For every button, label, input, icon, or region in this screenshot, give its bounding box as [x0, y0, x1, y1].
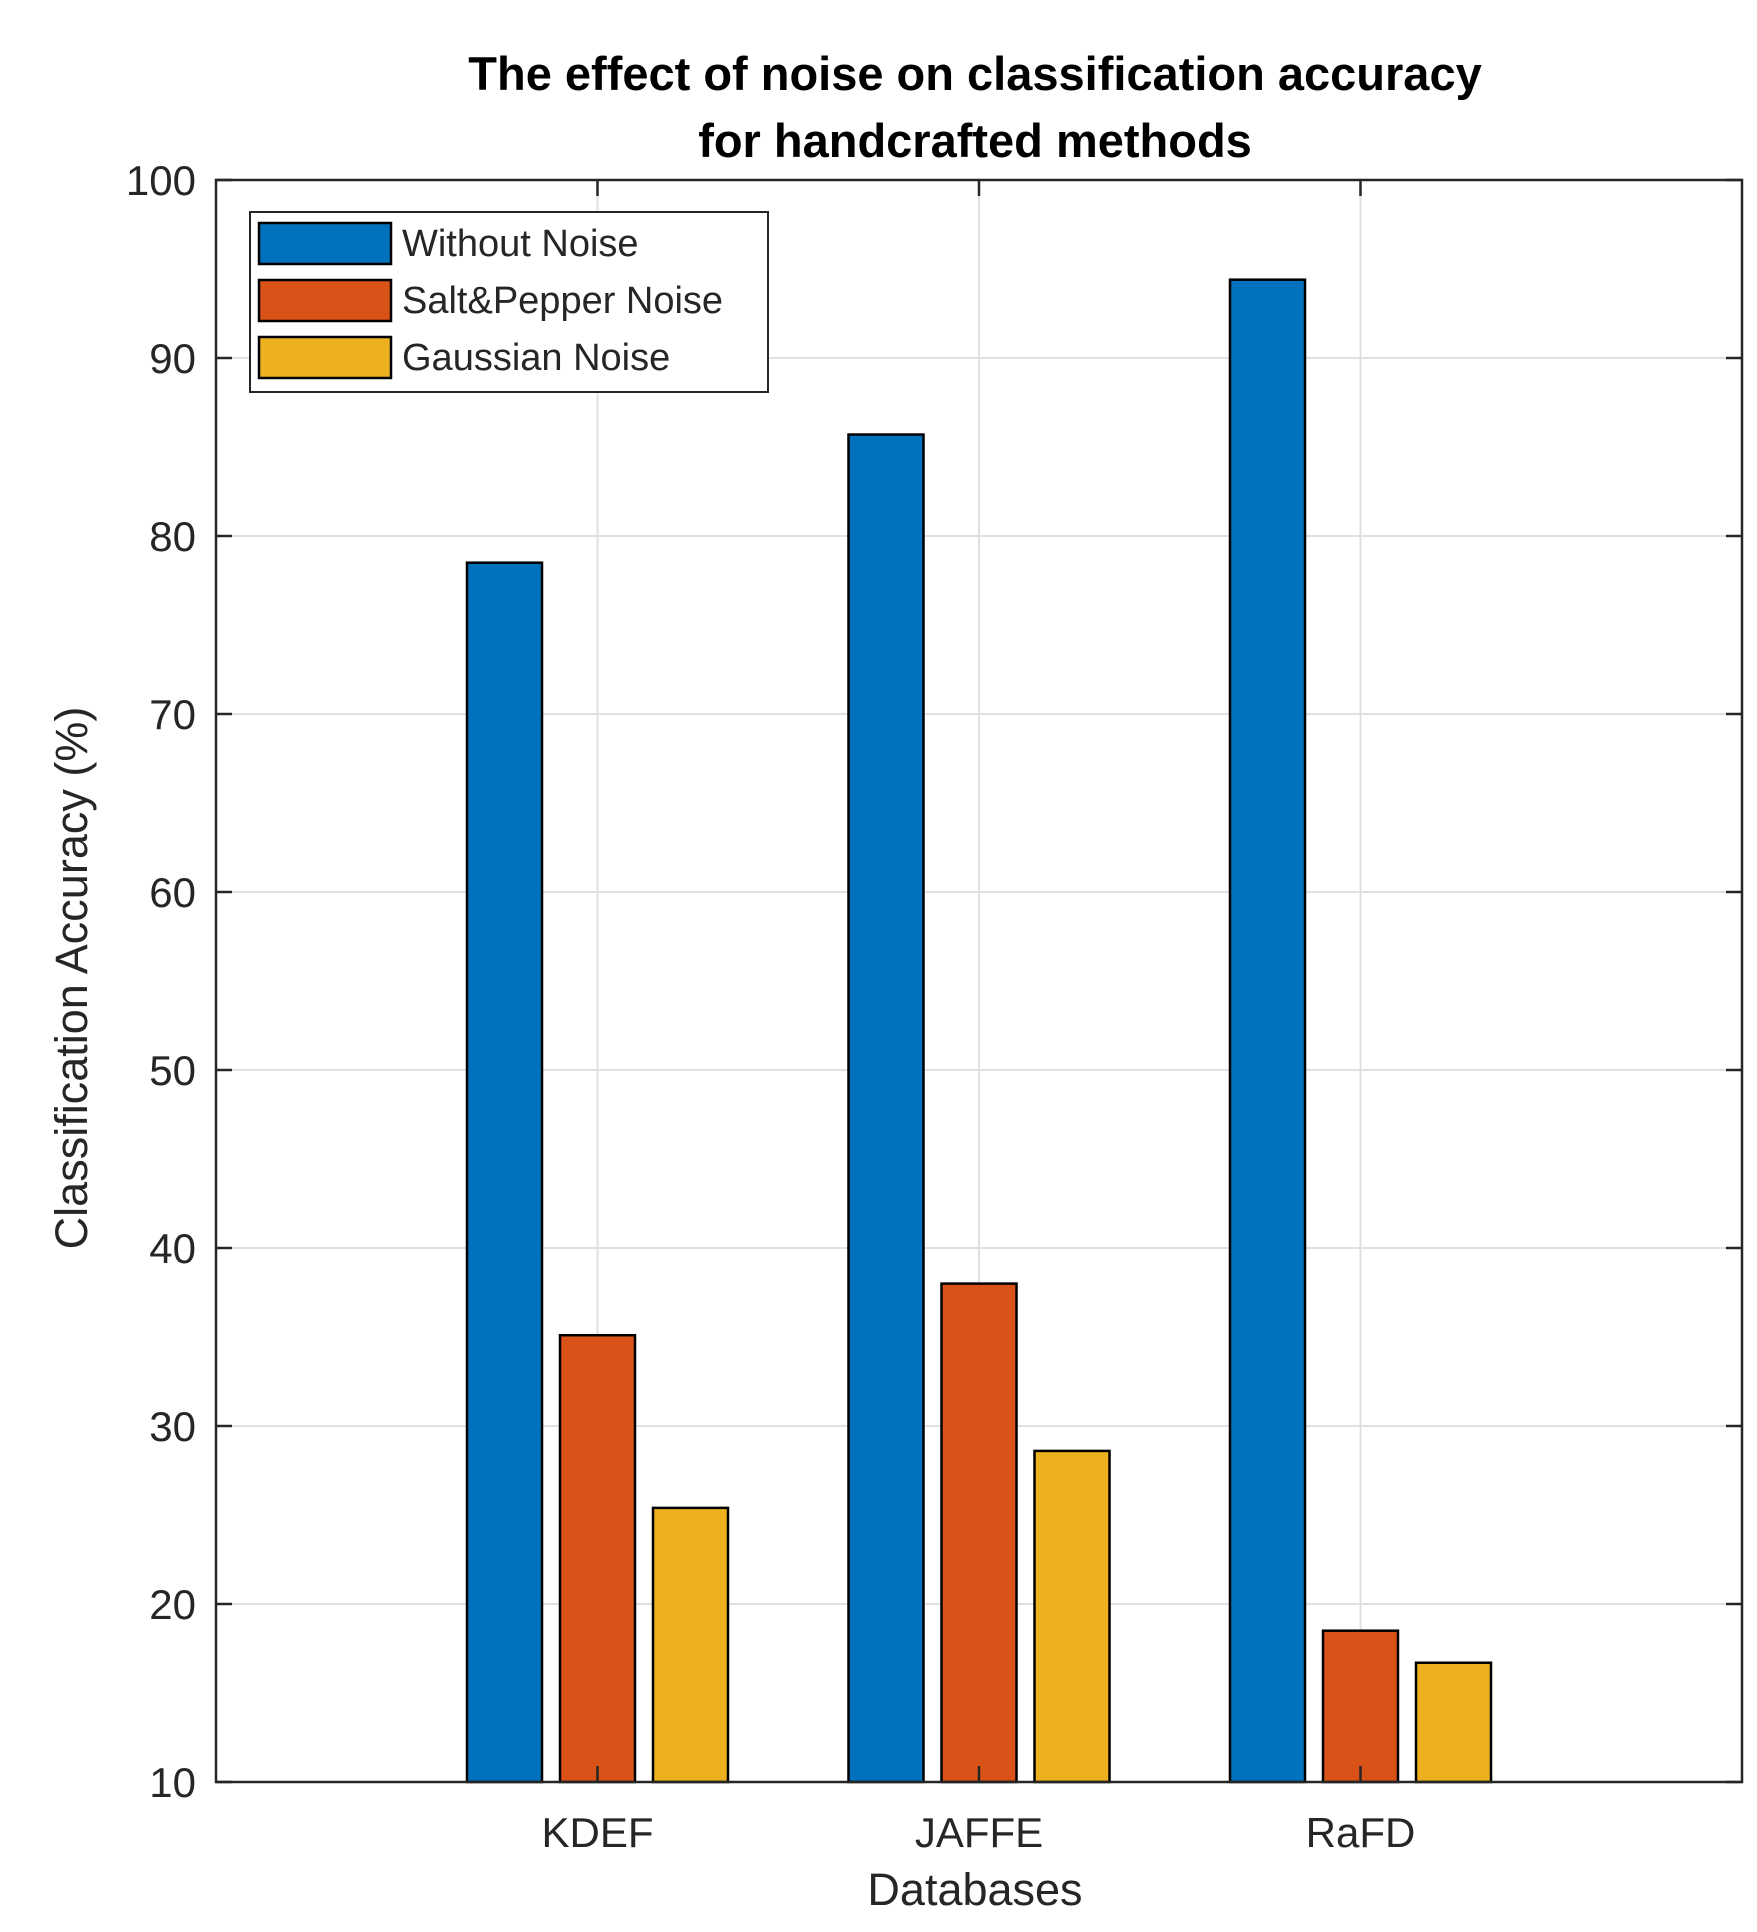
bar [1033, 1449, 1111, 1784]
y-tick-label: 90 [149, 335, 196, 382]
y-tick-label: 70 [149, 691, 196, 738]
x-axis-label: Databases [867, 1864, 1082, 1915]
bar [1321, 1629, 1400, 1784]
axis-ticks: 10 20 30 40 50 60 70 80 90 100 KDEF JAFFE RaFD [126, 157, 1742, 1856]
y-tick-label: 60 [149, 869, 196, 916]
bar [847, 433, 925, 1784]
y-tick-label: 40 [149, 1225, 196, 1272]
legend-swatch [257, 221, 393, 266]
x-tick-label: JAFFE [915, 1809, 1043, 1856]
legend-label: Without Noise [402, 223, 639, 265]
chart-title-line-1: The effect of noise on classification ac… [468, 47, 1481, 100]
y-tick-label: 30 [149, 1403, 196, 1450]
legend-swatch [257, 278, 393, 323]
legend: Without Noise Salt&Pepper Noise Gaussian N… [249, 211, 769, 393]
y-tick-label: 10 [149, 1759, 196, 1806]
bar [651, 1506, 730, 1784]
chart-title-line-2: for handcrafted methods [698, 114, 1252, 167]
y-tick-label: 80 [149, 513, 196, 560]
y-tick-label: 100 [126, 157, 196, 204]
legend-label: Salt&Pepper Noise [402, 280, 723, 322]
legend-swatch [257, 335, 393, 380]
y-tick-label: 20 [149, 1581, 196, 1628]
bar [940, 1282, 1018, 1784]
x-tick-label: RaFD [1306, 1809, 1416, 1856]
bar [465, 561, 544, 1784]
bar [558, 1333, 637, 1784]
bars [465, 278, 1493, 1784]
bar [1414, 1661, 1493, 1784]
x-tick-label: KDEF [541, 1809, 653, 1856]
bar [1228, 278, 1307, 1784]
y-axis-label: Classification Accuracy (%) [46, 707, 97, 1250]
y-tick-label: 50 [149, 1047, 196, 1094]
legend-label: Gaussian Noise [402, 337, 670, 379]
